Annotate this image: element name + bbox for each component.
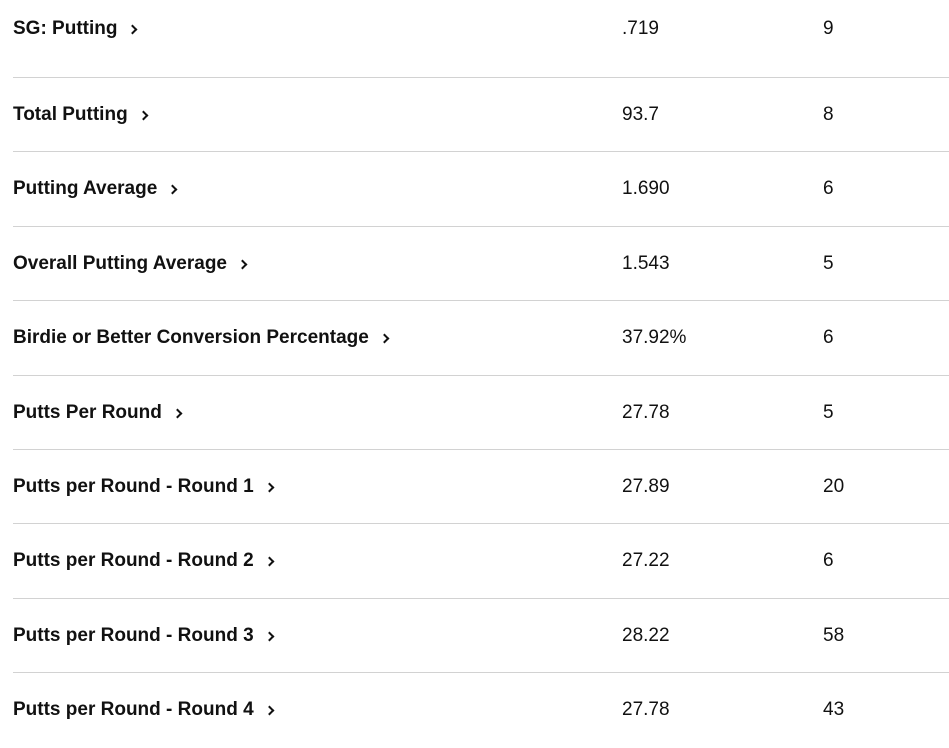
chevron-right-icon xyxy=(139,103,151,127)
stat-value: 37.92% xyxy=(622,327,687,349)
stat-rank: 20 xyxy=(823,475,845,497)
stat-rank: 5 xyxy=(823,252,834,274)
stat-value: 27.89 xyxy=(622,475,670,497)
stat-rank: 9 xyxy=(823,18,834,39)
stat-name: Putts per Round - Round 4 xyxy=(13,699,254,721)
chevron-right-icon xyxy=(265,475,277,499)
stat-rank: 43 xyxy=(823,699,845,721)
stat-row: Overall Putting Average 1.543 5 xyxy=(13,227,949,302)
stat-name-link[interactable]: Putts per Round - Round 3 xyxy=(13,624,277,648)
stat-name: Putts per Round - Round 3 xyxy=(13,624,254,646)
stat-name-link[interactable]: Putting Average xyxy=(13,177,180,201)
stat-name-link[interactable]: Putts per Round - Round 2 xyxy=(13,549,277,573)
stat-row: Putts per Round - Round 2 27.22 6 xyxy=(13,524,949,599)
stat-row: Putting Average 1.690 6 xyxy=(13,152,949,227)
stat-rank: 6 xyxy=(823,550,834,572)
chevron-right-icon xyxy=(168,177,180,201)
stat-rank: 58 xyxy=(823,624,845,646)
stat-row: Putts per Round - Round 4 27.78 43 xyxy=(13,673,949,747)
stat-name: Putting Average xyxy=(13,178,158,200)
stat-value: 27.78 xyxy=(622,401,670,423)
chevron-right-icon xyxy=(128,17,140,41)
stat-name-link[interactable]: Putts per Round - Round 1 xyxy=(13,475,277,499)
stat-value: 28.22 xyxy=(622,624,670,646)
chevron-right-icon xyxy=(238,252,250,276)
stat-value: 27.22 xyxy=(622,550,670,572)
stat-rank: 6 xyxy=(823,327,834,349)
chevron-right-icon xyxy=(265,698,277,722)
stat-rank: 6 xyxy=(823,178,834,200)
stat-value: .719 xyxy=(622,18,659,39)
stat-name-link[interactable]: Putts per Round - Round 4 xyxy=(13,698,277,722)
stat-rank: 5 xyxy=(823,401,834,423)
stat-name: Putts per Round - Round 2 xyxy=(13,550,254,572)
stat-value: 93.7 xyxy=(622,104,659,125)
chevron-right-icon xyxy=(380,326,392,350)
chevron-right-icon xyxy=(173,401,185,425)
stat-row: Putts Per Round 27.78 5 xyxy=(13,376,949,450)
stat-name: SG: Putting xyxy=(13,18,118,39)
stat-name-link[interactable]: Birdie or Better Conversion Percentage xyxy=(13,326,392,350)
stat-name: Total Putting xyxy=(13,104,128,125)
stat-name: Putts Per Round xyxy=(13,401,162,423)
chevron-right-icon xyxy=(265,549,277,573)
stat-name-link[interactable]: Putts Per Round xyxy=(13,401,185,425)
stat-value: 1.543 xyxy=(622,252,670,274)
stat-name-link[interactable]: Overall Putting Average xyxy=(13,252,250,276)
stat-rank: 8 xyxy=(823,104,834,125)
stat-name-link[interactable]: Total Putting xyxy=(13,103,151,127)
stat-name: Putts per Round - Round 1 xyxy=(13,475,254,497)
stat-row: Total Putting 93.7 8 xyxy=(13,78,949,153)
stat-row: SG: Putting .719 9 xyxy=(13,0,949,78)
stat-value: 1.690 xyxy=(622,178,670,200)
stat-row: Putts per Round - Round 1 27.89 20 xyxy=(13,450,949,525)
stat-name: Birdie or Better Conversion Percentage xyxy=(13,327,369,349)
stat-name: Overall Putting Average xyxy=(13,252,227,274)
stat-value: 27.78 xyxy=(622,699,670,721)
stat-row: Putts per Round - Round 3 28.22 58 xyxy=(13,599,949,674)
stat-name-link[interactable]: SG: Putting xyxy=(13,17,140,41)
chevron-right-icon xyxy=(265,624,277,648)
stat-row: Birdie or Better Conversion Percentage 37… xyxy=(13,301,949,376)
